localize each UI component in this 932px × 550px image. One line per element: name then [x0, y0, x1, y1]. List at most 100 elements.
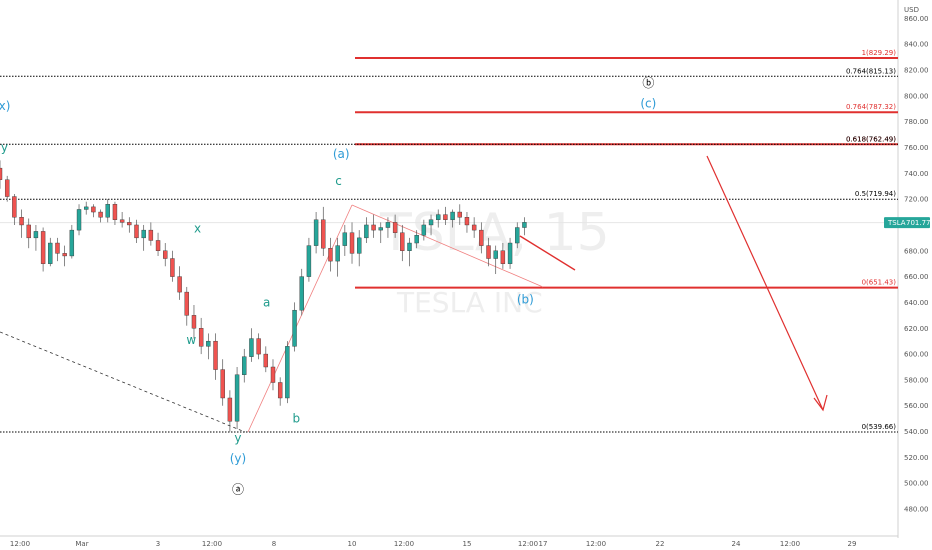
price-tick-label: 640.00	[904, 299, 929, 307]
price-tick-label: 600.00	[904, 351, 929, 359]
fib-level-label: 0.618(762.49)	[846, 135, 896, 143]
candle-body	[328, 247, 333, 262]
price-tick-label: 480.00	[904, 506, 929, 514]
wave-labels: x) y x w a b y (y) ⓐ (a) c (b) ⓑ (c)	[0, 76, 656, 497]
time-axis[interactable]: 12:00 Mar 3 12:00 8 10 12:00 15 12:00 17 12:00 22 24…	[0, 535, 898, 548]
candle-body	[471, 224, 477, 231]
time-tick-label: 8	[272, 540, 276, 548]
candle-body	[62, 253, 67, 257]
last-price-value: 701.77	[906, 219, 931, 227]
wave-label: x	[194, 222, 201, 236]
candle-body	[170, 258, 175, 277]
candle-body	[342, 232, 348, 246]
price-tick-label: 820.00	[904, 66, 929, 74]
candle-body	[220, 369, 225, 399]
price-tick-label: 520.00	[904, 454, 929, 462]
candle-body	[357, 237, 362, 254]
candle-body	[127, 222, 132, 226]
time-tick-label: 24	[732, 540, 741, 548]
last-price-symbol: TSLA	[887, 219, 906, 227]
candle-body	[378, 227, 383, 231]
price-tick-label: 840.00	[904, 41, 929, 49]
wave-label: y	[1, 140, 8, 154]
candle-body	[392, 222, 398, 233]
wave-label: ⓑ	[642, 76, 654, 90]
candle-body	[40, 231, 46, 264]
candle-body	[242, 356, 247, 375]
candle-body	[428, 219, 434, 226]
candle-body	[163, 250, 168, 259]
candle-body	[69, 229, 75, 257]
candle-body	[263, 353, 269, 368]
time-tick-label: 12:00	[780, 540, 800, 548]
candle-body	[443, 214, 448, 220]
candle-body	[450, 211, 455, 220]
candle-body	[33, 231, 39, 239]
candle-body	[277, 382, 283, 399]
swing-line-down	[351, 204, 544, 288]
candle-body	[421, 224, 427, 236]
candle-body	[407, 242, 412, 251]
time-tick-label: 12:00	[586, 540, 606, 548]
wave-label: x)	[0, 99, 10, 113]
wave-label: (c)	[640, 96, 656, 110]
candle-body	[457, 211, 462, 218]
candles	[0, 160, 527, 432]
wave-label: ⓐ	[232, 483, 244, 497]
candle-body	[335, 245, 340, 262]
candle-body	[515, 227, 520, 244]
candle-body	[12, 196, 17, 218]
time-tick-label: 10	[348, 540, 357, 548]
price-tick-label: 660.00	[904, 273, 929, 281]
time-tick-label: 12:00	[202, 540, 222, 548]
price-tick-label: 720.00	[904, 196, 929, 204]
wave-label: w	[186, 333, 196, 347]
time-tick-label: 12:00	[10, 540, 30, 548]
price-tick-label: 580.00	[904, 376, 929, 384]
candle-body	[155, 240, 161, 251]
wave-label: b	[293, 412, 301, 426]
last-price-badge: TSLA 701.77	[884, 217, 931, 229]
candle-body	[292, 309, 297, 347]
wave-label: y	[234, 431, 241, 445]
currency-label: USD	[904, 6, 919, 14]
candle-body	[227, 397, 233, 422]
fib-level-label: 0(651.43)	[862, 279, 897, 287]
price-tick-label: 760.00	[904, 144, 929, 152]
time-tick-label: 12:00	[518, 540, 538, 548]
candle-body	[26, 224, 31, 239]
fib-levels: 1(829.29) 0.764(815.13) 0.764(787.32) 0.618…	[0, 49, 898, 433]
candle-body	[91, 206, 96, 213]
price-tick-label: 540.00	[904, 428, 929, 436]
wave-label: c	[335, 174, 342, 188]
price-tick-label: 560.00	[904, 402, 929, 410]
candle-body	[19, 217, 24, 226]
time-tick-label: 12:00	[394, 540, 414, 548]
candle-body	[349, 232, 355, 254]
candle-body	[84, 206, 89, 210]
price-tick-label: 740.00	[904, 170, 929, 178]
candle-body	[493, 250, 498, 259]
candle-body	[234, 374, 240, 422]
candle-body	[98, 211, 103, 218]
candle-body	[213, 340, 218, 370]
wedge-trendline	[519, 235, 576, 271]
dashed-trendline	[0, 331, 246, 433]
projection-arrow-head	[813, 394, 828, 412]
time-tick-label: Mar	[75, 540, 88, 548]
candle-body	[436, 214, 441, 220]
last-price-badge-bg	[884, 217, 930, 229]
candle-body	[119, 219, 125, 223]
candle-body	[385, 222, 391, 228]
fib-level-label: 0.618(762.49)	[846, 135, 896, 143]
candle-body	[134, 224, 139, 239]
time-tick-label: 29	[848, 540, 857, 548]
candle-body	[249, 338, 254, 357]
price-tick-label: 500.00	[904, 480, 929, 488]
fib-level-label: 1(829.29)	[862, 49, 897, 57]
candle-body	[507, 242, 513, 264]
fib-level-label: 0.5(719.94)	[855, 190, 896, 198]
candle-body	[105, 204, 110, 218]
